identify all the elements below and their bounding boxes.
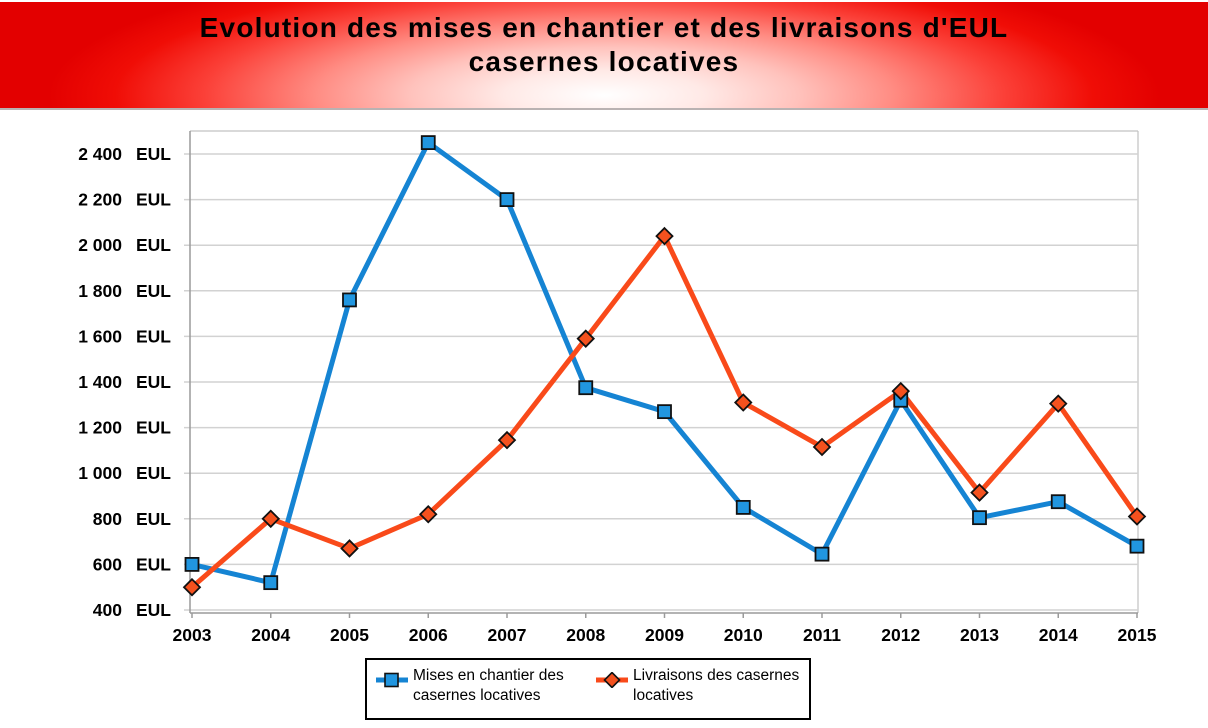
data-point-square (342, 292, 357, 308)
legend-item-mises-en-chantier: Mises en chantier des casernes locatives (375, 666, 581, 706)
x-axis-label: 2006 (409, 625, 448, 645)
data-point-diamond (261, 509, 281, 529)
y-axis-label: 800 EUL (93, 509, 172, 529)
legend-label: Livraisons des casernes locatives (633, 667, 800, 704)
series-line-mises-en-chantier (189, 140, 1140, 586)
x-axis-label: 2012 (881, 625, 920, 645)
x-axis-label: 2009 (645, 625, 684, 645)
data-point-square (1050, 494, 1066, 510)
data-point-diamond (812, 437, 832, 457)
y-axis-label: 2 400 EUL (78, 144, 171, 164)
x-axis-label: 2013 (960, 625, 999, 645)
legend: Mises en chantier des casernes locatives… (365, 658, 811, 720)
chart-title-line2: casernes locatives (468, 46, 740, 77)
x-axis-label: 2014 (1039, 625, 1078, 645)
y-axis-label: 2 200 EUL (78, 190, 171, 210)
y-axis-label: 1 000 EUL (78, 463, 171, 483)
chart-title-line1: Evolution des mises en chantier et des l… (199, 12, 1009, 43)
data-point-diamond (891, 381, 911, 401)
data-point-diamond (655, 226, 674, 246)
y-axis-label: 1 600 EUL (78, 326, 171, 346)
y-axis-label: 1 800 EUL (78, 281, 171, 301)
data-point-diamond (497, 430, 517, 450)
data-point-square (263, 575, 279, 591)
data-point-square (735, 499, 751, 515)
data-point-diamond (1127, 507, 1147, 526)
data-point-diamond (733, 393, 753, 412)
data-point-square (420, 135, 436, 151)
data-point-diamond (576, 329, 596, 348)
data-point-square (499, 192, 515, 208)
data-point-square (578, 380, 594, 396)
x-axis-label: 2008 (566, 625, 605, 645)
x-axis-label: 2011 (803, 625, 841, 645)
data-point-square (1129, 538, 1145, 554)
y-axis-label: 1 400 EUL (78, 372, 171, 392)
y-axis-label: 1 200 EUL (78, 418, 171, 438)
x-axis-label: 2005 (330, 625, 369, 645)
x-axis-label: 2004 (251, 625, 290, 645)
data-point-diamond (970, 483, 989, 502)
red-diamond-series-icon (596, 672, 628, 688)
y-axis-label: 2 000 EUL (78, 235, 171, 255)
data-point-diamond (182, 577, 202, 597)
data-point-square (184, 557, 200, 572)
x-axis-label: 2003 (173, 625, 212, 645)
data-point-diamond (340, 539, 359, 558)
title-banner: Evolution des mises en chantier et des l… (0, 2, 1208, 110)
x-axis-label: 2007 (488, 625, 527, 645)
data-point-square (657, 404, 672, 420)
data-point-square (972, 510, 987, 526)
data-point-square (814, 546, 830, 562)
y-axis-label: 600 EUL (93, 554, 172, 574)
blue-square-series-icon (376, 672, 408, 688)
data-point-diamond (418, 504, 438, 524)
x-axis-label: 2015 (1118, 625, 1157, 645)
x-axis-label: 2010 (724, 625, 763, 645)
legend-item-livraisons: Livraisons des casernes locatives (595, 666, 801, 706)
y-axis-label: 400 EUL (93, 600, 172, 620)
legend-label: Mises en chantier des casernes locatives (413, 667, 564, 704)
data-point-diamond (1048, 394, 1068, 413)
